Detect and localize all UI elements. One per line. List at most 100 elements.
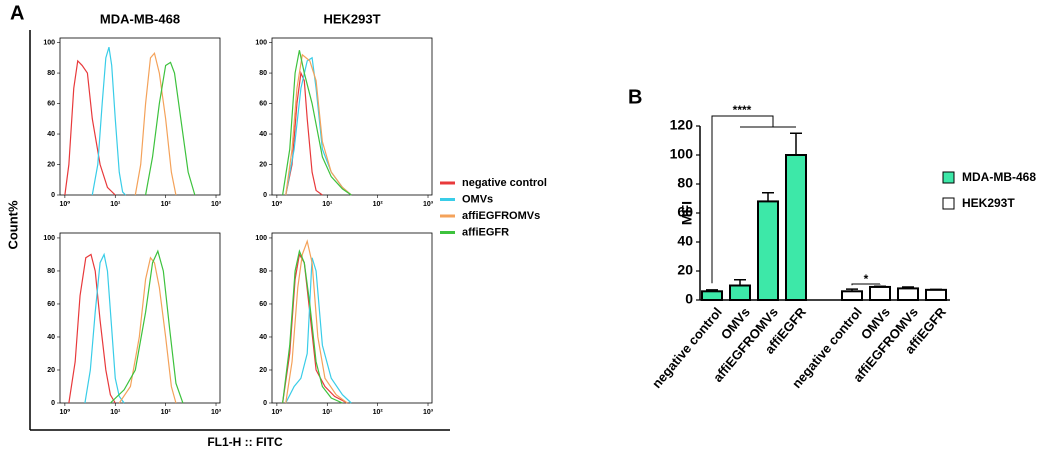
y-tick-label: 60 xyxy=(47,100,55,107)
y-tick-label: 40 xyxy=(47,334,55,341)
error-bar xyxy=(734,278,746,286)
error-bar xyxy=(790,132,802,155)
histogram-line xyxy=(134,51,177,196)
bar xyxy=(925,288,947,302)
y-tick-label: 80 xyxy=(47,70,55,77)
y-tick-label: 100 xyxy=(255,39,267,46)
bar xyxy=(757,200,779,301)
error-bar xyxy=(902,286,914,289)
panel-label: A xyxy=(10,2,24,24)
histogram-line xyxy=(285,257,352,404)
y-tick-label: 0 xyxy=(51,400,55,407)
legend-swatch xyxy=(942,197,955,210)
significance-label: * xyxy=(864,272,869,286)
y-tick-label: 100 xyxy=(43,39,55,46)
y-tick-label: 20 xyxy=(259,367,267,374)
y-axis-label: Count% xyxy=(5,200,20,250)
bar xyxy=(729,284,751,301)
histogram-line xyxy=(68,253,116,404)
plot-frame xyxy=(59,232,221,404)
legend-label: negative control xyxy=(462,177,547,189)
y-tick-label: 100 xyxy=(255,235,267,242)
histogram-line xyxy=(84,252,125,404)
legend-label: affiEGFR xyxy=(462,226,509,238)
x-tick-label: 10² xyxy=(373,409,384,416)
legend-label: affiEGFROMVs xyxy=(462,210,540,222)
x-tick-label: 10⁰ xyxy=(59,408,70,416)
x-tick-label: 10¹ xyxy=(322,409,333,416)
significance-label: **** xyxy=(733,103,752,117)
bar xyxy=(897,287,919,301)
y-tick-label: 80 xyxy=(47,268,55,275)
legend-label: MDA-MB-468 xyxy=(962,170,1036,184)
legend-swatch xyxy=(942,171,955,184)
y-tick-label: 20 xyxy=(259,161,267,168)
x-tick-label: 10² xyxy=(161,409,172,416)
histogram-line xyxy=(64,59,116,196)
x-tick-label: 10¹ xyxy=(110,409,121,416)
histogram-line xyxy=(144,61,196,196)
column-title: HEK293T xyxy=(323,11,380,26)
error-bar xyxy=(846,288,858,292)
x-tick-label: 10⁰ xyxy=(271,408,282,416)
y-tick-label: 60 xyxy=(259,301,267,308)
x-tick-label: 10¹ xyxy=(322,201,333,208)
y-tick-label: 40 xyxy=(259,334,267,341)
legend-label: OMVs xyxy=(462,193,493,205)
histogram-line xyxy=(109,249,184,404)
error-bar xyxy=(762,191,774,202)
y-tick-label: 40 xyxy=(677,233,693,249)
x-tick-label: 10⁰ xyxy=(59,200,70,208)
x-tick-label: 10³ xyxy=(211,201,222,208)
x-tick-label: 10³ xyxy=(423,409,434,416)
y-tick-label: 120 xyxy=(670,117,694,133)
bar xyxy=(785,154,807,301)
histogram-line xyxy=(282,252,348,404)
plot-frame xyxy=(59,37,221,196)
histogram-line xyxy=(118,256,177,404)
histogram-line xyxy=(282,50,352,196)
x-tick-label: 10² xyxy=(161,201,172,208)
bar xyxy=(869,285,891,302)
significance-bracket xyxy=(711,115,796,284)
y-tick-label: 20 xyxy=(47,161,55,168)
panel-label: B xyxy=(628,86,642,108)
y-tick-label: 60 xyxy=(47,301,55,308)
y-tick-label: 20 xyxy=(47,367,55,374)
y-axis-label: MFI xyxy=(679,201,695,225)
histogram-line xyxy=(282,249,343,404)
y-tick-label: 60 xyxy=(259,100,267,107)
y-tick-label: 40 xyxy=(47,131,55,138)
histogram-line xyxy=(285,239,348,404)
y-tick-label: 80 xyxy=(677,175,693,191)
x-tick-label: 10³ xyxy=(423,201,434,208)
histogram-line xyxy=(285,53,352,196)
y-tick-label: 60 xyxy=(677,204,693,220)
x-tick-label: 10⁰ xyxy=(271,200,282,208)
error-bar xyxy=(874,285,886,287)
legend-label: HEK293T xyxy=(962,196,1015,210)
y-tick-label: 20 xyxy=(677,262,693,278)
x-tick-label: 10² xyxy=(373,201,384,208)
y-tick-label: 0 xyxy=(51,192,55,199)
plot-frame xyxy=(271,37,433,196)
y-tick-label: 0 xyxy=(263,400,267,407)
bar xyxy=(701,290,723,301)
y-tick-label: 100 xyxy=(670,146,694,162)
y-tick-label: 0 xyxy=(263,192,267,199)
y-tick-label: 80 xyxy=(259,70,267,77)
bar xyxy=(841,290,863,301)
column-title: MDA-MB-468 xyxy=(100,11,180,26)
histogram-line xyxy=(285,70,323,196)
histogram-line xyxy=(91,46,126,196)
y-tick-label: 0 xyxy=(685,291,693,307)
plot-frame xyxy=(271,232,433,404)
y-tick-label: 100 xyxy=(43,235,55,242)
x-axis-label: FL1-H :: FITC xyxy=(207,435,283,449)
y-tick-label: 80 xyxy=(259,268,267,275)
x-tick-label: 10¹ xyxy=(110,201,121,208)
error-bar xyxy=(706,289,718,292)
significance-bracket xyxy=(851,283,881,286)
x-tick-label: 10³ xyxy=(211,409,222,416)
